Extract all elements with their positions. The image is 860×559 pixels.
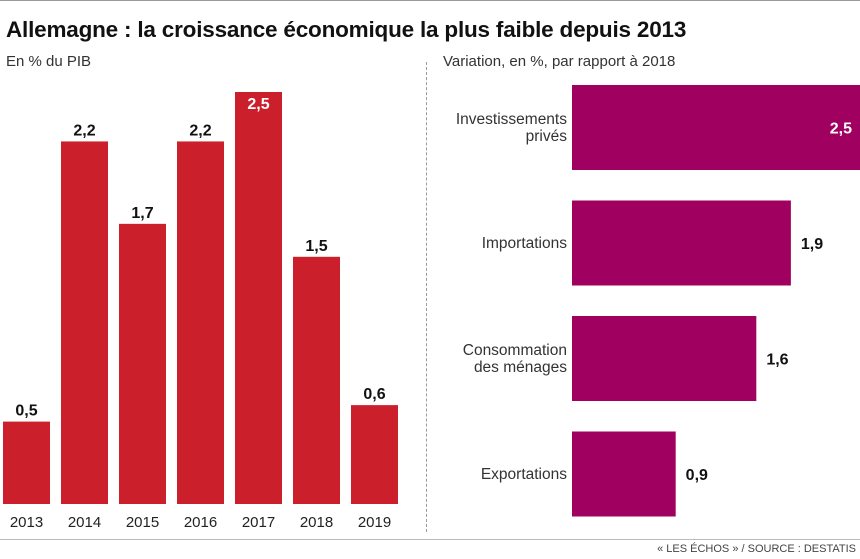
top-rule (0, 0, 860, 1)
value-label-2018: 1,5 (305, 238, 327, 255)
hbar-3 (572, 431, 676, 517)
value-label-2016: 2,2 (189, 122, 211, 139)
x-tick-label-2014: 2014 (68, 514, 101, 531)
hbar-value-label-0: 2,5 (830, 121, 852, 138)
hbar-category-label-0: Investissements privés (456, 111, 567, 145)
x-tick-label-2015: 2015 (126, 514, 159, 531)
right-chart-subtitle: Variation, en %, par rapport à 2018 (443, 53, 676, 70)
bottom-rule (0, 539, 860, 540)
source-note: « LES ÉCHOS » / SOURCE : DESTATIS (657, 543, 856, 555)
hbar-value-label-3: 0,9 (686, 467, 708, 484)
value-label-2019: 0,6 (363, 386, 385, 403)
hbar-category-label-1: Importations (482, 235, 568, 252)
hbar-category-label-3: Exportations (481, 466, 567, 483)
hbar-category-label-2: Consommation des ménages (463, 342, 567, 376)
x-tick-label-2013: 2013 (10, 514, 43, 531)
hbar-2 (572, 316, 757, 401)
bar-2014 (61, 141, 108, 504)
hbar-0 (572, 85, 860, 170)
left-bar-chart: 0,5 2013 2,2 2014 1,7 2015 2,2 2016 2,5 2017 1,5 20… (3, 92, 398, 531)
left-chart-subtitle: En % du PIB (6, 53, 92, 70)
panel-divider (426, 62, 427, 532)
x-tick-label-2019: 2019 (358, 514, 391, 531)
x-tick-label-2018: 2018 (300, 514, 333, 531)
hbar-1 (572, 200, 791, 286)
bar-2015 (119, 223, 166, 504)
x-tick-label-2016: 2016 (184, 514, 217, 531)
bar-2013 (3, 421, 50, 504)
bar-2019 (351, 405, 398, 504)
hbar-value-label-1: 1,9 (801, 236, 823, 253)
bar-2017 (235, 92, 282, 504)
bar-2016 (177, 141, 224, 504)
value-label-2017: 2,5 (247, 96, 269, 113)
value-label-2015: 1,7 (131, 205, 153, 222)
bar-2018 (293, 256, 340, 504)
value-label-2014: 2,2 (73, 122, 95, 139)
x-tick-label-2017: 2017 (242, 514, 275, 531)
hbar-value-label-2: 1,6 (766, 352, 788, 369)
right-bar-chart: 2,5 Investissements privés 1,9 Importations 1… (456, 85, 860, 517)
chart-title: Allemagne : la croissance économique la … (6, 17, 687, 42)
value-label-2013: 0,5 (15, 403, 37, 420)
